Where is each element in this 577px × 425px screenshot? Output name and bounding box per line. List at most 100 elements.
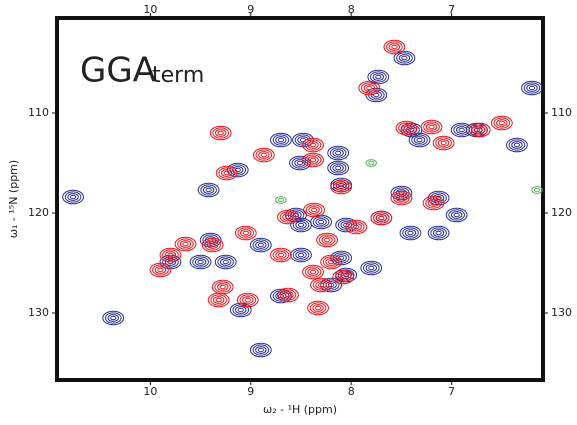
contour [214, 254, 237, 270]
contour [332, 164, 344, 172]
contour [312, 279, 330, 291]
contour [218, 167, 235, 179]
contour [413, 136, 426, 144]
peak [505, 137, 528, 153]
contour [270, 247, 292, 263]
contour [110, 315, 117, 321]
peak [209, 125, 232, 141]
contour [275, 196, 287, 204]
contour [219, 284, 226, 290]
contour [395, 120, 418, 136]
contour [304, 154, 322, 166]
contour [358, 80, 381, 96]
contour [315, 281, 327, 289]
contour [407, 230, 414, 236]
contour [310, 277, 332, 293]
contour [64, 191, 82, 203]
contour [335, 165, 342, 171]
peak [236, 292, 259, 308]
peak [316, 232, 339, 248]
contour [223, 170, 230, 176]
contour [375, 74, 382, 80]
contour [197, 182, 220, 198]
contour [192, 256, 209, 268]
contour [508, 139, 526, 151]
x-tick-label-top: 9 [247, 3, 254, 16]
contour [275, 251, 287, 259]
contour [294, 159, 306, 167]
peak [201, 237, 224, 253]
contour [194, 258, 207, 266]
contour [408, 132, 431, 148]
contour [373, 212, 390, 224]
contour [152, 264, 169, 276]
contour [307, 300, 329, 316]
contour [202, 234, 219, 246]
contour [202, 186, 215, 194]
peak [468, 122, 491, 138]
contour [420, 119, 443, 135]
contour [292, 219, 310, 231]
peak [270, 247, 292, 263]
contour [337, 219, 355, 231]
x-tick-label-top: 10 [143, 3, 157, 16]
contour [272, 249, 290, 261]
contour [337, 273, 349, 281]
contour [277, 287, 299, 303]
peak [360, 260, 383, 276]
contour [458, 127, 465, 133]
contour [216, 283, 229, 291]
contour [189, 254, 212, 270]
contour [206, 241, 219, 249]
contour [505, 137, 528, 153]
peak [432, 135, 455, 151]
contour [277, 197, 285, 203]
contour [386, 41, 403, 53]
contour [212, 296, 225, 304]
x-tick-label: 10 [143, 385, 157, 398]
contour [423, 121, 440, 133]
contour [428, 124, 435, 130]
peak [290, 247, 312, 263]
contour [302, 137, 324, 153]
contour [214, 129, 227, 137]
peak [149, 262, 172, 278]
contour [149, 262, 172, 278]
contour [162, 249, 179, 261]
y-axis-label: ω₁ - ¹⁵N (ppm) [7, 160, 20, 238]
contour [275, 136, 287, 144]
contour [270, 288, 292, 304]
contour [493, 117, 511, 129]
peak [427, 225, 450, 241]
contour [370, 210, 393, 226]
peak [302, 152, 324, 168]
contour [229, 302, 252, 318]
contour [282, 213, 294, 221]
peak [399, 225, 422, 241]
contour [471, 124, 489, 136]
peak [521, 80, 543, 96]
contour [427, 225, 450, 241]
contour [309, 269, 317, 275]
contour [496, 119, 508, 127]
contour [237, 307, 244, 313]
contour [291, 157, 309, 169]
peak [365, 159, 377, 167]
contour [425, 123, 438, 131]
contour [309, 302, 327, 314]
contour [69, 194, 77, 200]
peak [214, 254, 237, 270]
contour [362, 262, 380, 274]
contour [528, 85, 536, 91]
peak [390, 190, 413, 206]
peak [234, 225, 257, 241]
contour [258, 151, 270, 159]
x-tick-label: 7 [448, 385, 455, 398]
contour [102, 310, 125, 326]
peak [320, 254, 343, 270]
x-tick-label-top: 8 [348, 3, 355, 16]
contour [432, 229, 445, 237]
peak [174, 236, 197, 252]
contour [365, 87, 388, 103]
peak [249, 237, 272, 253]
